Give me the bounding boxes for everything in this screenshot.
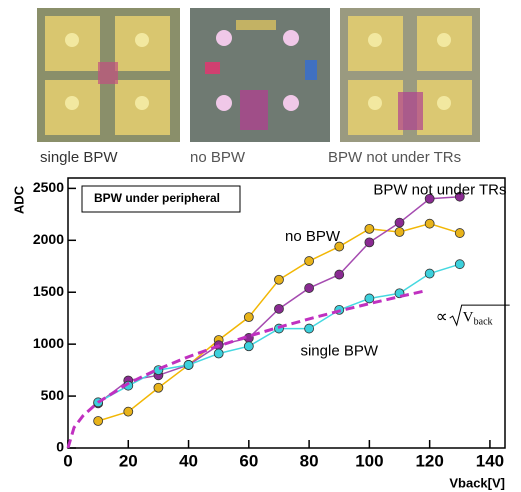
series-line: [98, 224, 460, 421]
x-tick-label: 120: [415, 451, 443, 470]
layout-image: [340, 8, 480, 142]
data-point: [154, 383, 163, 392]
fit-subscript: back: [474, 316, 493, 327]
series-label: no BPW: [285, 228, 341, 245]
series-label: single BPW: [300, 342, 378, 359]
y-tick-label: 2500: [33, 179, 64, 195]
y-tick-label: 1000: [33, 335, 64, 351]
box-label: BPW under peripheral: [94, 191, 220, 205]
data-point: [274, 304, 283, 313]
caption: BPW not under TRs: [328, 149, 461, 166]
y-tick-label: 500: [41, 387, 65, 403]
data-point: [94, 417, 103, 426]
data-point: [274, 275, 283, 284]
x-tick-label: 100: [355, 451, 383, 470]
data-point: [425, 219, 434, 228]
x-tick-label: 20: [119, 451, 138, 470]
x-axis-label: Vback[V]: [449, 475, 505, 490]
data-point: [335, 270, 344, 279]
data-point: [395, 218, 404, 227]
data-point: [455, 229, 464, 238]
fit-symbol: ∝: [436, 307, 448, 326]
y-tick-label: 1500: [33, 283, 64, 299]
series-label: BPW not under TRs: [373, 181, 506, 198]
data-point: [455, 260, 464, 269]
layout-image: [190, 8, 330, 142]
data-point: [305, 257, 314, 266]
figure: single BPW no BPW BPW not under TRs 0 500…: [0, 0, 521, 492]
data-point: [124, 407, 133, 416]
x-tick-label: 0: [63, 451, 72, 470]
data-point: [365, 224, 374, 233]
x-tick-label: 80: [300, 451, 319, 470]
data-point: [214, 349, 223, 358]
data-point: [425, 269, 434, 278]
data-point: [395, 228, 404, 237]
data-point: [244, 342, 253, 351]
caption: single BPW: [40, 149, 118, 166]
data-point: [365, 238, 374, 247]
data-point: [305, 324, 314, 333]
data-point: [184, 360, 193, 369]
y-axis-label: ADC: [11, 185, 26, 214]
fit-variable: V: [463, 310, 474, 326]
layout-image: [37, 8, 180, 142]
data-point: [305, 284, 314, 293]
x-tick-label: 60: [239, 451, 258, 470]
x-tick-label: 140: [476, 451, 504, 470]
x-tick-label: 40: [179, 451, 198, 470]
data-point: [244, 313, 253, 322]
y-tick-label: 2000: [33, 231, 64, 247]
caption: no BPW: [190, 149, 246, 166]
